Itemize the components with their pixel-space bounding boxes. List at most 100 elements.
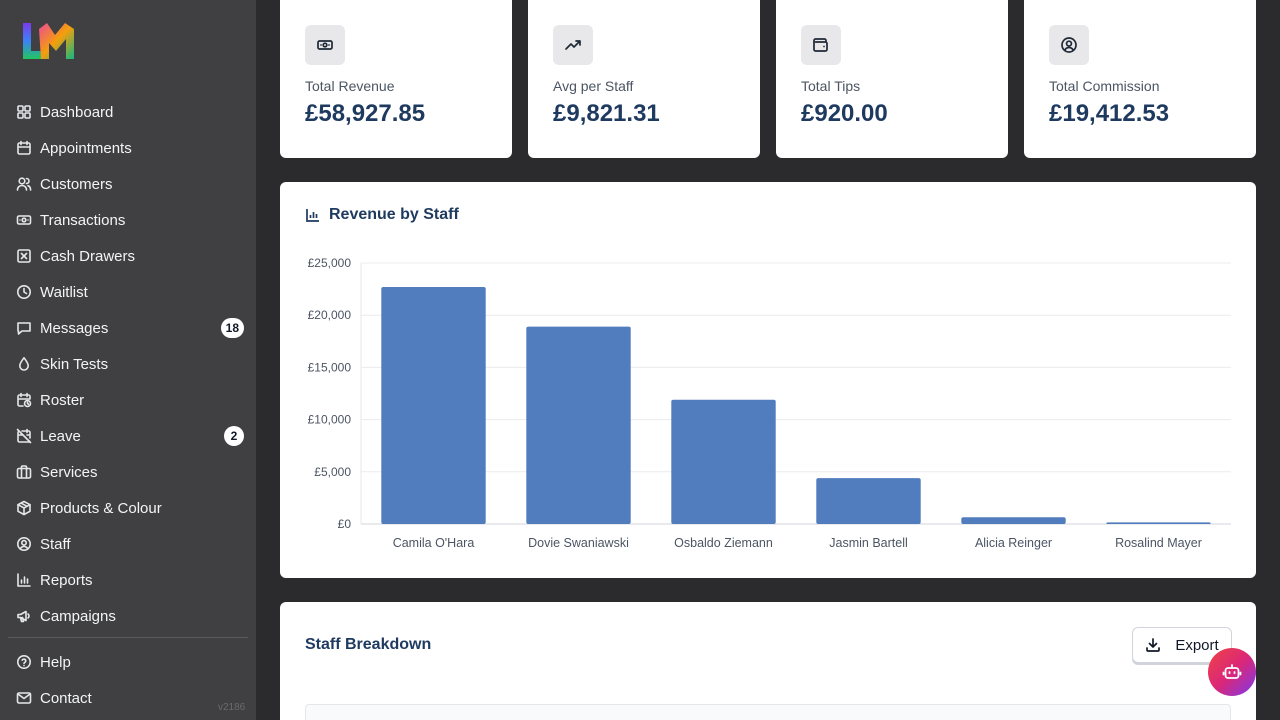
sidebar-item-label: Waitlist [40,283,88,301]
message-icon [16,320,32,336]
sidebar-item-leave[interactable]: Leave 2 [8,418,248,454]
sidebar-item-customers[interactable]: Customers [8,166,248,202]
stat-label: Total Revenue [305,78,395,94]
sidebar-item-label: Leave [40,427,81,445]
bar [381,287,486,524]
sidebar-nav: Dashboard Appointments Customers Transac… [8,94,248,716]
stat-card-total-tips: Total Tips £920.00 [776,0,1008,158]
assistant-bot-button[interactable] [1208,648,1256,696]
bar [961,517,1066,524]
calendar-off-icon [16,428,32,444]
sidebar-item-help[interactable]: Help [8,644,248,680]
stat-card-avg-per-staff: Avg per Staff £9,821.31 [528,0,760,158]
sidebar-item-label: Help [40,653,71,671]
droplet-icon [16,356,32,372]
briefcase-icon [16,464,32,480]
sidebar-item-staff[interactable]: Staff [8,526,248,562]
stat-card-total-commission: Total Commission £19,412.53 [1024,0,1256,158]
x-tick-label: Osbaldo Ziemann [674,536,773,550]
sidebar-item-appointments[interactable]: Appointments [8,130,248,166]
sidebar-item-label: Contact [40,689,92,707]
export-button[interactable]: Export [1132,627,1232,663]
sidebar-item-label: Reports [40,571,93,589]
sidebar-item-waitlist[interactable]: Waitlist [8,274,248,310]
bot-icon [1222,664,1242,679]
sidebar-item-campaigns[interactable]: Campaigns [8,598,248,634]
mail-icon [16,690,32,706]
y-tick-label: £20,000 [308,308,352,322]
revenue-bar-chart: £0 £5,000 £10,000 £15,000 £20,000 £25,000 Cami… [308,256,1231,550]
bar [526,326,631,524]
banknote-icon [305,25,345,65]
chart-title: Revenue by Staff [305,206,459,224]
users-icon [16,176,32,192]
sidebar-item-label: Customers [40,175,113,193]
leave-count-badge: 2 [224,426,244,446]
sidebar-item-cash-drawers[interactable]: Cash Drawers [8,238,248,274]
megaphone-icon [16,608,32,624]
stat-value: £19,412.53 [1049,100,1170,127]
sidebar-item-services[interactable]: Services [8,454,248,490]
download-icon [1146,638,1161,652]
sidebar-item-skin-tests[interactable]: Skin Tests [8,346,248,382]
stat-label: Total Commission [1049,78,1160,94]
package-icon [16,500,32,516]
calendar-icon [16,140,32,156]
y-tick-label: £5,000 [314,465,351,479]
x-tick-label: Dovie Swaniawski [528,536,629,550]
staff-breakdown-title: Staff Breakdown [305,636,432,653]
sidebar-item-products-colour[interactable]: Products & Colour [8,490,248,526]
stat-value: £920.00 [801,100,888,127]
stat-label: Avg per Staff [553,78,634,94]
stat-card-total-revenue: Total Revenue £58,927.85 [280,0,512,158]
y-tick-label: £0 [338,517,352,531]
brand-logo[interactable] [21,21,77,61]
wallet-icon [801,25,841,65]
bar [816,478,921,524]
stat-value: £58,927.85 [305,100,426,127]
bar-chart-icon [306,209,319,222]
sidebar-divider [8,637,248,638]
user-circle-icon [1049,25,1089,65]
user-circle-icon [16,536,32,552]
x-tick-label: Rosalind Mayer [1115,536,1202,550]
sidebar-item-reports[interactable]: Reports [8,562,248,598]
y-tick-label: £25,000 [308,256,352,270]
sidebar-item-label: Transactions [40,211,126,229]
sidebar-item-messages[interactable]: Messages 18 [8,310,248,346]
bar [671,399,776,524]
app-version: v2186 [218,702,246,713]
y-tick-label: £10,000 [308,413,352,427]
x-tick-label: Camila O'Hara [393,536,475,550]
revenue-by-staff-card: Revenue by Staff £0 £5,000 £10,000 £15,000 £… [280,182,1256,578]
messages-count-badge: 18 [220,318,244,338]
sidebar-item-label: Appointments [40,139,132,157]
sidebar-item-contact[interactable]: Contact [8,680,248,716]
bar-chart-icon [16,572,32,588]
sidebar-item-label: Campaigns [40,607,116,625]
sidebar-item-label: Staff [40,535,71,553]
export-button-label: Export [1175,636,1219,654]
sidebar-item-label: Products & Colour [40,499,162,517]
sidebar: Dashboard Appointments Customers Transac… [0,0,256,720]
calendar-clock-icon [16,392,32,408]
sidebar-item-transactions[interactable]: Transactions [8,202,248,238]
sidebar-item-dashboard[interactable]: Dashboard [8,94,248,130]
sidebar-item-label: Messages [40,319,109,337]
x-tick-label: Jasmin Bartell [829,536,908,550]
help-icon [16,654,32,670]
banknote-icon [16,212,32,228]
stat-value: £9,821.31 [553,100,660,127]
sidebar-item-label: Dashboard [40,103,114,121]
sidebar-item-label: Services [40,463,98,481]
bar [1106,522,1211,524]
sidebar-item-roster[interactable]: Roster [8,382,248,418]
x-tick-label: Alicia Reinger [975,536,1052,550]
dashboard-icon [16,104,32,120]
sidebar-item-label: Roster [40,391,85,409]
square-x-icon [16,248,32,264]
sidebar-item-label: Skin Tests [40,355,109,373]
stat-label: Total Tips [801,78,861,94]
clock-icon [16,284,32,300]
y-tick-label: £15,000 [308,360,352,374]
